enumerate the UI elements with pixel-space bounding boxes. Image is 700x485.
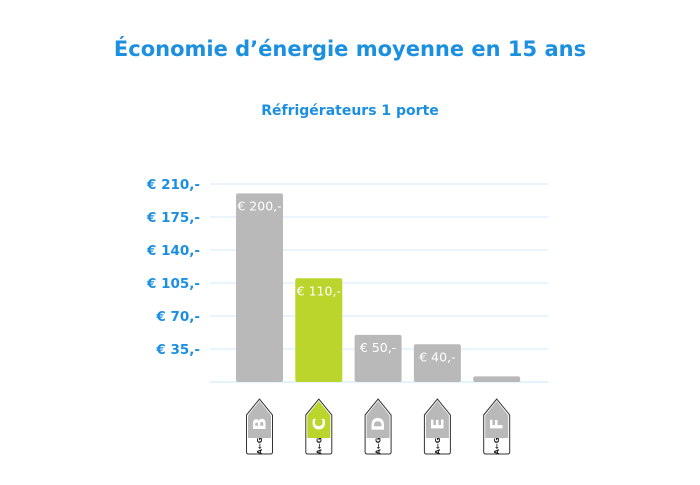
y-tick-label: € 175,-: [146, 210, 200, 226]
x-axis: B A←G C A←G D A←G E A←G F A←G: [246, 398, 511, 455]
y-tick-label: € 210,-: [146, 177, 200, 193]
y-axis: € 35,- € 70,- € 105,- € 140,- € 175,- € 210,-: [146, 177, 200, 358]
y-tick-label: € 140,-: [146, 243, 200, 259]
data-label: € 200,-: [237, 198, 281, 213]
chart-subtitle: Réfrigérateurs 1 porte: [261, 103, 439, 119]
bar-E: [413, 344, 461, 382]
tag-fill: [425, 401, 449, 438]
tag-fill: [366, 401, 390, 438]
tag-fill: [307, 401, 331, 438]
energy-class-tag-E: E A←G: [423, 398, 451, 455]
bar-F: [473, 376, 521, 382]
data-label: € 110,-: [297, 283, 341, 298]
bars: € 200,- € 110,- € 50,- € 40,-: [236, 193, 521, 382]
energy-class-tag-F: F A←G: [483, 398, 511, 455]
tag-fill: [248, 401, 271, 438]
scale-label: A←G: [434, 437, 442, 454]
energy-class-tag-D: D A←G: [364, 398, 392, 455]
y-tick-label: € 70,-: [155, 309, 200, 325]
energy-class-tag-C: C A←G: [305, 398, 333, 455]
category-letter: F: [488, 418, 508, 430]
y-tick-label: € 105,-: [146, 276, 200, 292]
category-letter: C: [310, 418, 330, 430]
bar-B: [236, 193, 283, 382]
category-letter: B: [251, 418, 271, 431]
scale-label: A←G: [375, 437, 383, 454]
chart-title: Économie d’énergie moyenne en 15 ans: [114, 36, 586, 61]
y-tick-label: € 35,-: [155, 342, 200, 358]
scale-label: A←G: [315, 437, 323, 454]
energy-class-tag-B: B A←G: [246, 398, 273, 455]
scale-label: A←G: [493, 437, 501, 454]
tag-fill: [485, 401, 509, 438]
bar-D: [354, 334, 402, 382]
data-label: € 50,-: [360, 340, 396, 355]
bar-C: [295, 278, 343, 382]
category-letter: D: [369, 417, 389, 431]
scale-label: A←G: [256, 437, 264, 454]
data-label: € 40,-: [419, 349, 455, 364]
category-letter: E: [428, 418, 448, 430]
